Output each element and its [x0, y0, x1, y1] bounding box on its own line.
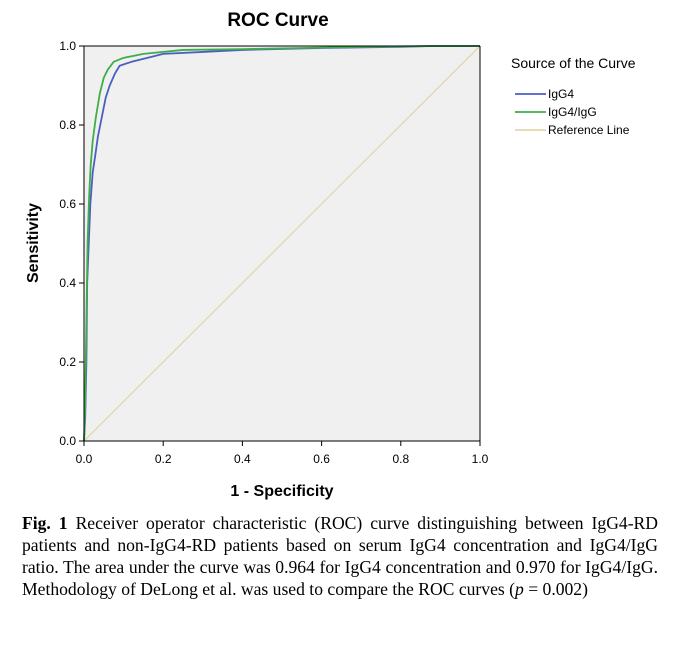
y-tick-label: 1.0: [59, 39, 76, 53]
legend-items: IgG4 IgG4/IgG Reference Line: [515, 87, 630, 137]
caption-text-end: = 0.002): [523, 579, 588, 599]
x-tick-label: 0.2: [155, 452, 172, 466]
roc-chart: ROC Curve 0.0 0.2 0.4 0.6 0.8 1.0 0.00.20.40.…: [25, 10, 636, 500]
legend-label-igg4: IgG4: [548, 87, 574, 101]
caption-label: Fig. 1: [22, 513, 68, 533]
axes-layer: [83, 45, 481, 442]
caption-p-symbol: p: [515, 579, 524, 599]
series-layer: [83, 45, 481, 442]
caption-text: Receiver operator characteristic (ROC) c…: [22, 513, 658, 599]
y-tick-label: 0.4: [59, 276, 76, 290]
legend-label-reference-line: Reference Line: [548, 123, 630, 137]
series-line-reference-line: [83, 45, 481, 442]
y-tick-label: 0.8: [59, 118, 76, 132]
y-tick-label: 0.6: [59, 197, 76, 211]
y-axis-title: Sensitivity: [25, 203, 42, 283]
y-tick-label: 0.2: [59, 355, 76, 369]
x-tick-label: 1.0: [472, 452, 489, 466]
x-tick-label: 0.4: [234, 452, 251, 466]
legend: Source of the Curve IgG4 IgG4/IgG Referenc…: [511, 55, 636, 137]
chart-title: ROC Curve: [227, 10, 328, 31]
legend-title: Source of the Curve: [511, 55, 636, 71]
y-tick-label: 0.0: [59, 434, 76, 448]
y-ticks: 0.0 0.2 0.4 0.6 0.8 1.0: [59, 39, 84, 448]
x-tick-label: 0.8: [392, 452, 409, 466]
series-line-igg4-igg: [83, 45, 480, 442]
legend-label-igg4-igg: IgG4/IgG: [548, 105, 597, 119]
x-ticks: 0.0 0.2 0.4 0.6 0.8 1.0: [76, 441, 489, 466]
figure-caption: Fig. 1 Receiver operator characteristic …: [22, 512, 658, 600]
x-tick-label: 0.6: [313, 452, 330, 466]
x-tick-label: 0.0: [76, 452, 93, 466]
x-axis-title: 1 - Specificity: [230, 483, 333, 500]
